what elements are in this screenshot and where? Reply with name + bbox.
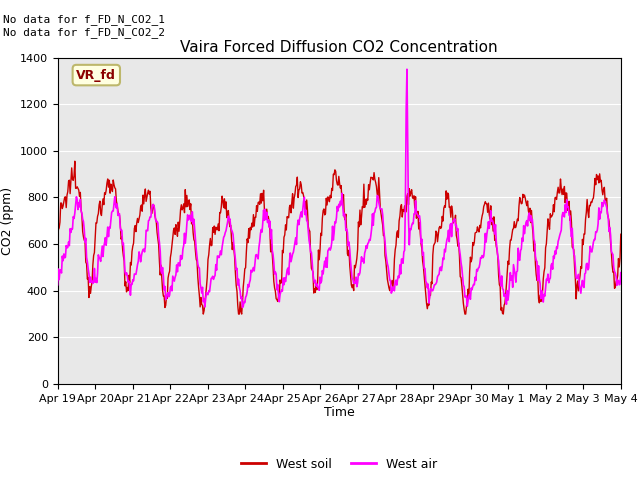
Title: Vaira Forced Diffusion CO2 Concentration: Vaira Forced Diffusion CO2 Concentration [180, 40, 498, 55]
West soil [211, 223, 218, 229]
West soil [71, 158, 79, 164]
West air [239, 305, 246, 311]
West air [617, 270, 625, 276]
West soil [410, 195, 417, 201]
Text: VR_fd: VR_fd [76, 69, 116, 82]
West air [403, 66, 411, 72]
West soil [54, 240, 61, 245]
Line: West air: West air [58, 69, 621, 308]
West air [410, 221, 417, 227]
X-axis label: Time: Time [324, 407, 355, 420]
West air [209, 274, 216, 279]
West soil [617, 231, 625, 237]
West soil [180, 201, 188, 207]
West soil [426, 292, 433, 298]
Y-axis label: CO2 (ppm): CO2 (ppm) [1, 187, 14, 255]
Legend: West soil, West air: West soil, West air [236, 453, 442, 476]
West air [64, 245, 72, 251]
West soil [200, 311, 207, 317]
West air [179, 246, 187, 252]
Line: West soil: West soil [58, 161, 621, 314]
West air [54, 282, 61, 288]
West air [426, 294, 433, 300]
West air [122, 272, 129, 277]
Text: No data for f_FD_N_CO2_1
No data for f_FD_N_CO2_2: No data for f_FD_N_CO2_1 No data for f_F… [3, 14, 165, 38]
West soil [123, 289, 131, 295]
West soil [64, 189, 72, 194]
